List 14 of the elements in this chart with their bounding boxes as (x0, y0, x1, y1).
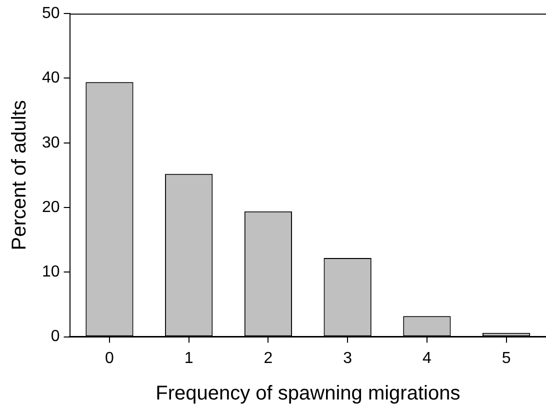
y-tick-label: 0 (50, 328, 60, 346)
x-axis-title: Frequency of spawning migrations (156, 382, 460, 405)
y-tick-label: 30 (42, 134, 60, 152)
x-tick-label: 5 (502, 350, 511, 367)
x-tick-label: 2 (264, 350, 273, 367)
y-tick-label: 10 (42, 264, 60, 281)
y-tick-label: 20 (42, 198, 60, 216)
y-axis-title: Percent of adults (8, 100, 31, 250)
x-tick-label: 1 (184, 350, 194, 367)
x-tick-label: 4 (422, 350, 432, 367)
y-tick-label: 50 (42, 5, 60, 22)
x-tick-label: 0 (105, 350, 114, 367)
x-tick-label: 3 (343, 350, 352, 367)
y-tick-label: 40 (42, 70, 60, 87)
